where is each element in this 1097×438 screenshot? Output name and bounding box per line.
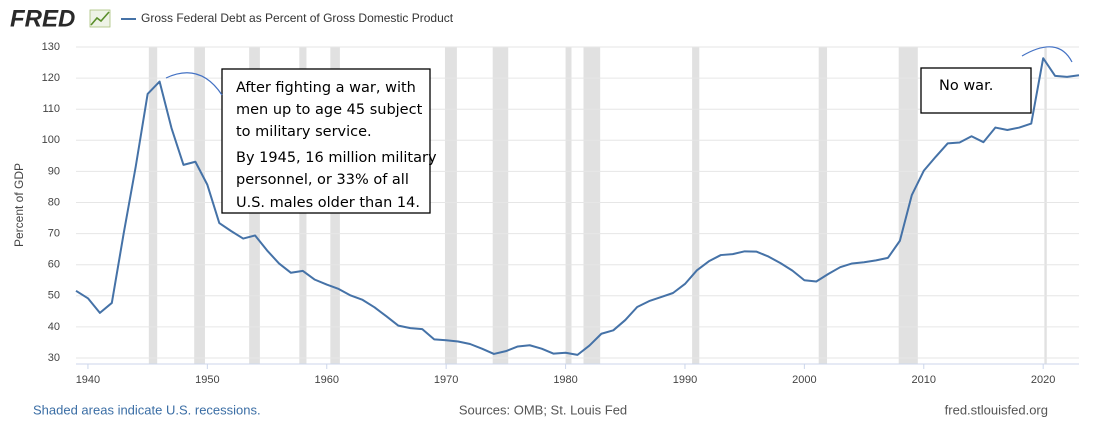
y-axis-label: Percent of GDP (12, 163, 26, 247)
annotation-box (920, 67, 1032, 114)
y-tick-label: 70 (48, 228, 60, 240)
x-tick-label: 1950 (195, 374, 219, 386)
recession-band (1044, 47, 1047, 364)
recession-band (583, 47, 601, 364)
recession-band (148, 47, 158, 364)
annotation-text: After fighting a war, with (236, 80, 416, 96)
annotation-text: No war. (939, 78, 993, 94)
legend-label: Gross Federal Debt as Percent of Gross D… (141, 11, 454, 25)
x-tick-label: 1980 (553, 374, 577, 386)
annotation-arc (1021, 46, 1073, 63)
recession-band (492, 47, 509, 364)
footer-note: Shaded areas indicate U.S. recessions. (33, 402, 261, 417)
x-tick-label: 2000 (792, 374, 816, 386)
x-tick-label: 1940 (76, 374, 100, 386)
y-tick-label: 60 (48, 259, 60, 271)
y-tick-label: 80 (48, 196, 60, 208)
series-line (75, 57, 1080, 356)
y-tick-label: 90 (48, 165, 60, 177)
annotation-text: personnel, or 33% of all (236, 172, 409, 188)
y-tick-label: 130 (42, 41, 60, 53)
recession-band (444, 47, 457, 364)
logo-icon (89, 9, 111, 28)
recession-band (194, 47, 205, 364)
annotation-box (221, 68, 431, 214)
recession-band (692, 47, 700, 364)
annotation-text: to military service. (236, 124, 372, 140)
y-tick-label: 40 (48, 321, 60, 333)
x-tick-label: 1990 (673, 374, 697, 386)
footer-sources: Sources: OMB; St. Louis Fed (459, 402, 627, 417)
y-tick-label: 100 (42, 134, 60, 146)
footer-url: fred.stlouisfed.org (945, 402, 1048, 417)
annotation-text: U.S. males older than 14. (236, 195, 420, 211)
recession-band (565, 47, 572, 364)
annotation-text: men up to age 45 subject (236, 102, 423, 118)
y-tick-label: 50 (48, 290, 60, 302)
annotation-arc (165, 72, 223, 96)
x-tick-label: 1960 (315, 374, 339, 386)
y-tick-label: 30 (48, 352, 60, 364)
logo: FRED (10, 5, 75, 32)
y-tick-label: 120 (42, 72, 60, 84)
annotation-text: By 1945, 16 million military (236, 150, 437, 166)
x-tick-label: 2020 (1031, 374, 1055, 386)
recession-band (818, 47, 828, 364)
x-tick-label: 1970 (434, 374, 458, 386)
x-tick-label: 2010 (912, 374, 936, 386)
y-tick-label: 110 (42, 103, 60, 115)
